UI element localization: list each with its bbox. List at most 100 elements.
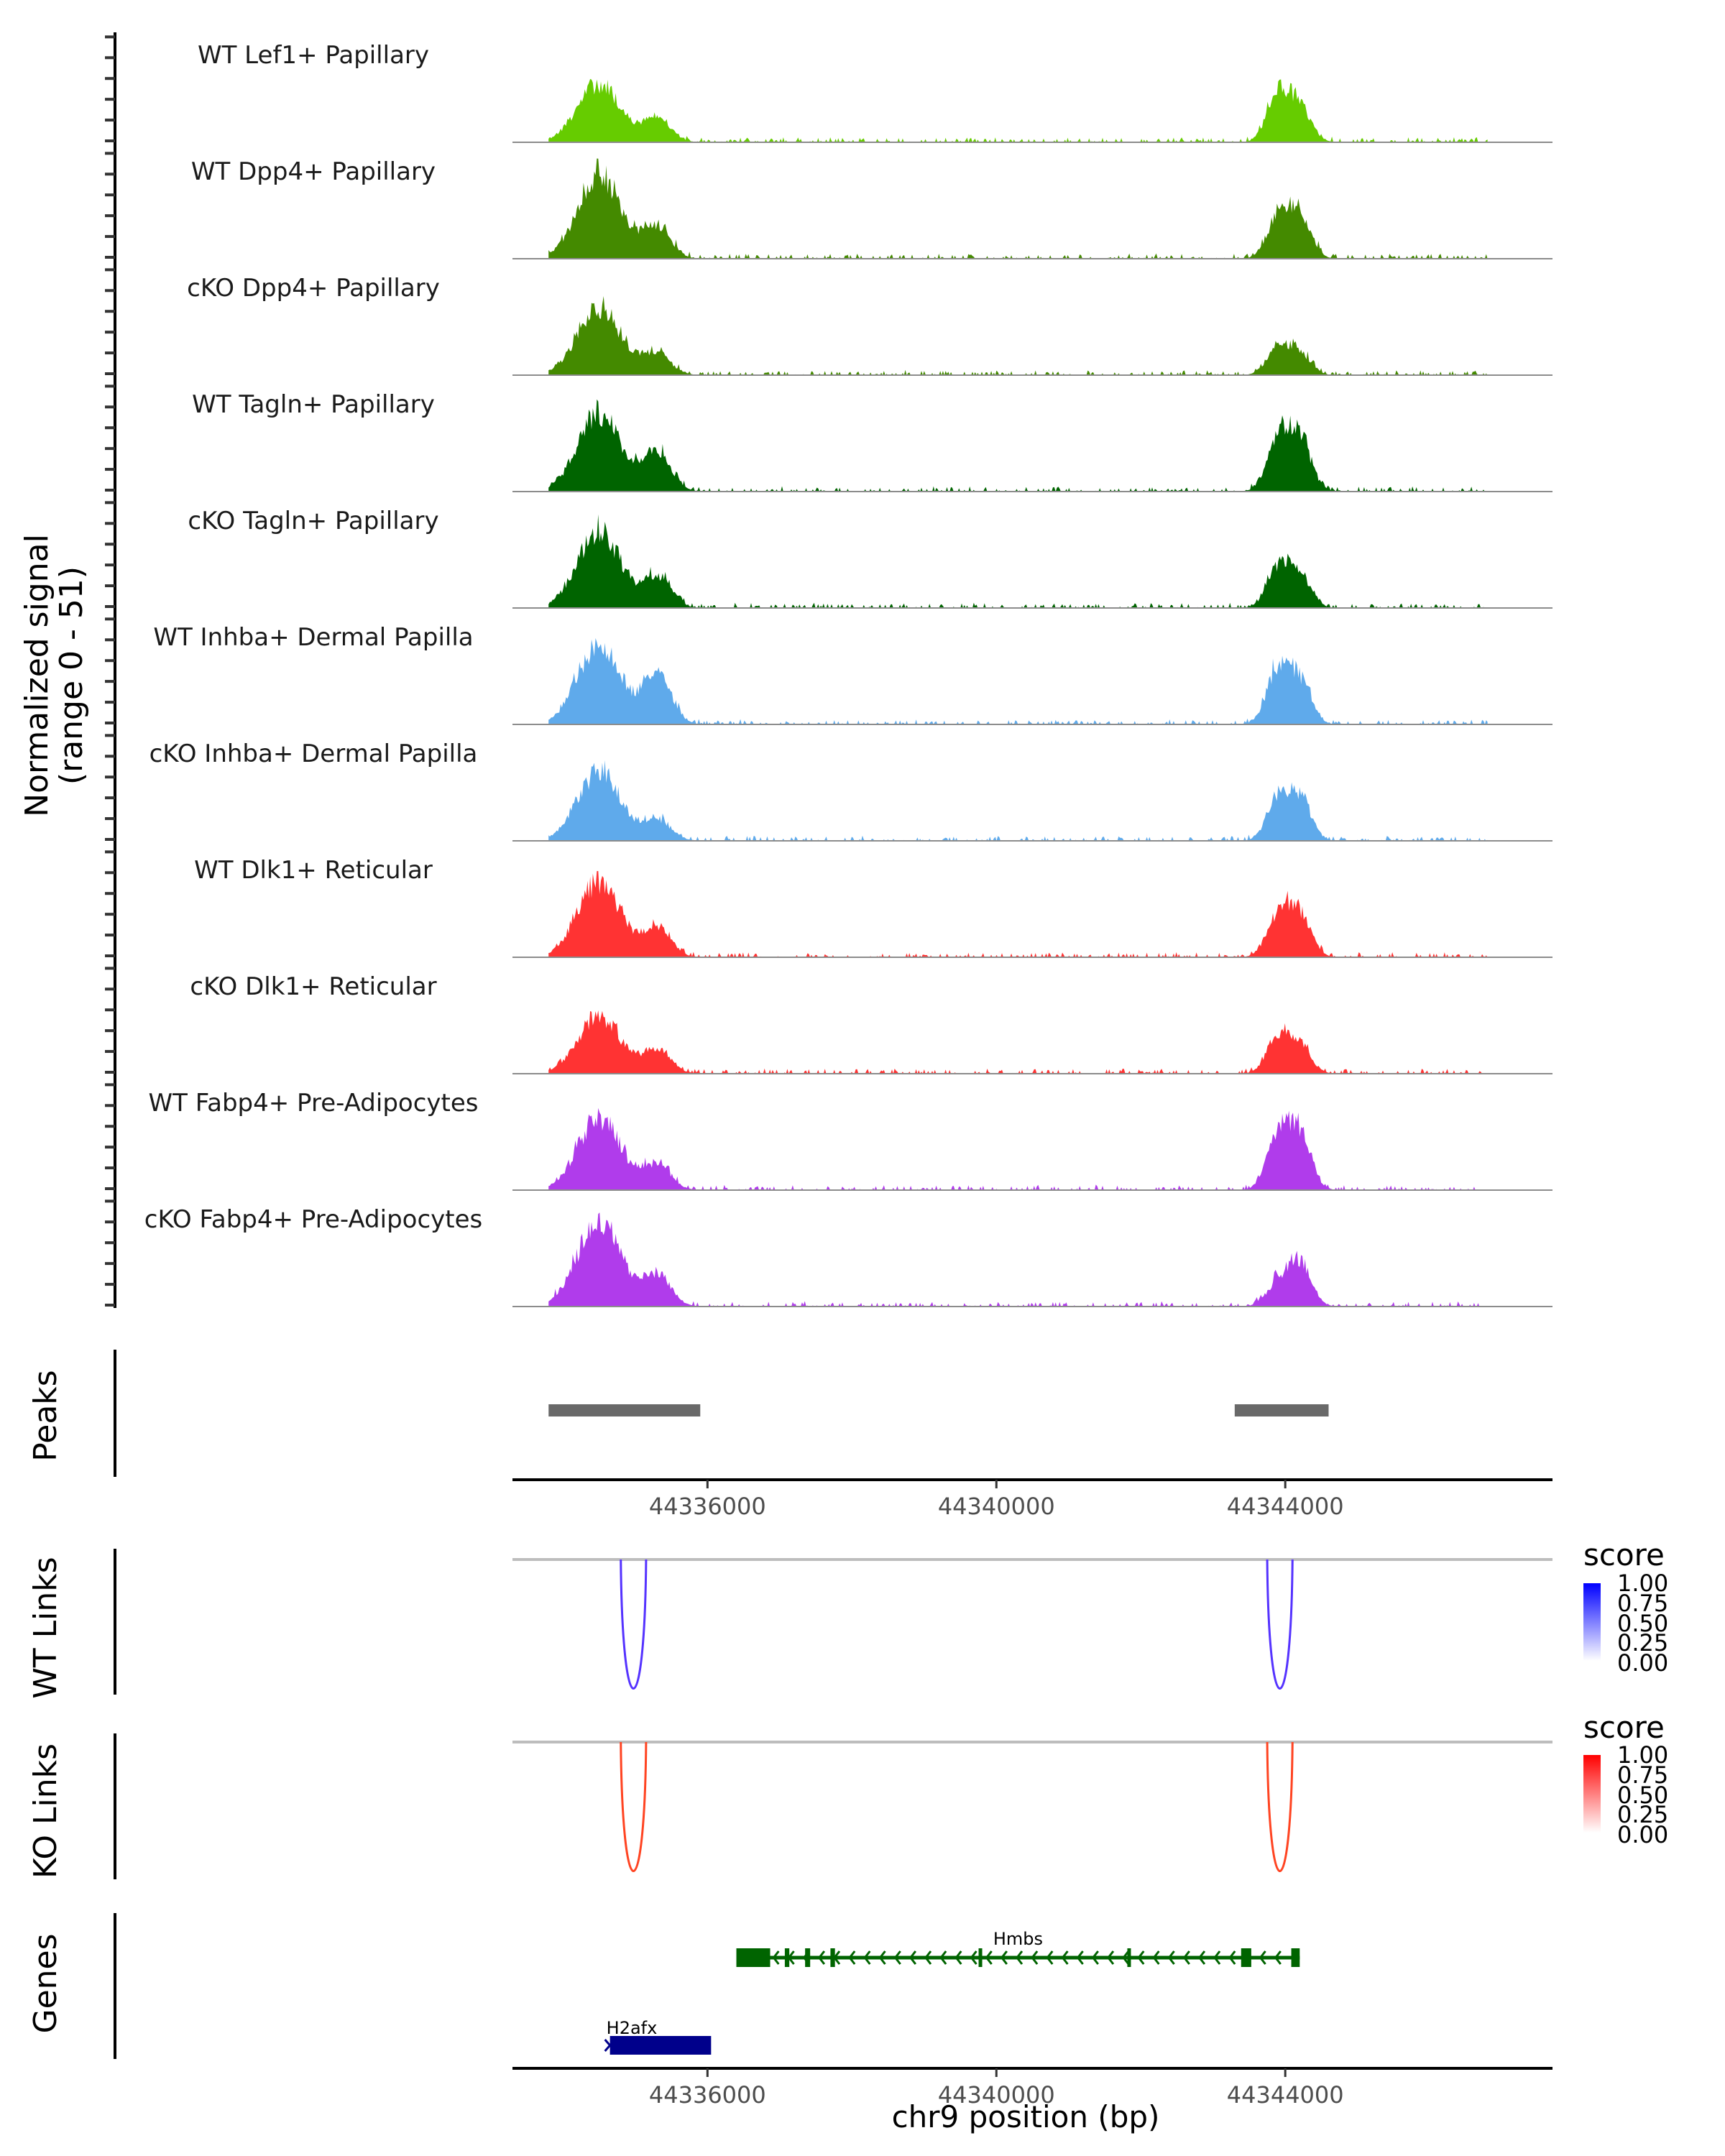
- gene-label: Hmbs: [993, 1929, 1043, 1949]
- gene-strand-arrow: [1182, 1950, 1190, 1965]
- ko-links-track-label: KO Links: [27, 1743, 64, 1879]
- gene-exon: [1127, 1948, 1131, 1967]
- ko-links-legend: score 1.00 0.75 0.50 0.25 0.00: [1583, 1710, 1668, 1848]
- wt-legend-colorbar: [1583, 1583, 1601, 1661]
- gene-exon: [978, 1948, 983, 1967]
- ko-legend-tick: 1.00: [1617, 1741, 1668, 1769]
- gene-strand-arrow: [908, 1950, 917, 1965]
- gene-strand-arrow: [1046, 1950, 1054, 1965]
- x-axis-bottom: 44336000 44340000 44344000: [512, 2067, 1552, 2109]
- x-axis-tick-label: 44340000: [938, 2081, 1055, 2109]
- gene-strand-arrow: [924, 1950, 932, 1965]
- coverage-area: [548, 514, 1488, 608]
- gene-strand-arrow: [1259, 1950, 1266, 1965]
- coverage-area: [548, 871, 1488, 957]
- coverage-area: [548, 1212, 1488, 1307]
- gene-strand-arrow: [772, 1950, 780, 1965]
- coverage-track-label: WT Lef1+ Papillary: [198, 41, 429, 70]
- gene-strand-arrow: [1152, 1950, 1160, 1965]
- wt-legend-tick: 0.75: [1617, 1590, 1668, 1617]
- coverage-ylabel-line2: (range 0 - 51): [53, 566, 90, 785]
- gene-strand-arrow: [1107, 1950, 1115, 1965]
- coverage-track-label: cKO Fabp4+ Pre-Adipocytes: [144, 1205, 483, 1234]
- gene-exon: [610, 2036, 712, 2055]
- gene-exon: [784, 1948, 790, 1967]
- wt-links-track: WT Links: [27, 1549, 116, 1699]
- coverage-area: [548, 1107, 1488, 1190]
- wt-links-legend: score 1.00 0.75 0.50 0.25 0.00: [1583, 1537, 1668, 1677]
- gene-strand-arrow: [1000, 1950, 1008, 1965]
- wt-legend-title: score: [1583, 1537, 1665, 1572]
- x-axis-tick-label: 44344000: [1227, 2081, 1344, 2109]
- gene-strand-arrow: [848, 1950, 856, 1965]
- coverage-track: WT Tagln+ Papillary: [192, 390, 1552, 492]
- gene-strand-arrow: [1243, 1950, 1251, 1965]
- x-axis-tick-label: 44336000: [649, 1493, 766, 1520]
- gene-strand-arrow: [1076, 1950, 1084, 1965]
- x-axis-tick-label: 44344000: [1227, 1493, 1344, 1520]
- gene-strand-arrow: [817, 1950, 826, 1965]
- coverage-area: [548, 1010, 1488, 1074]
- gene-strand-arrow: [1061, 1950, 1069, 1965]
- wt-legend-tick: 0.25: [1617, 1629, 1668, 1657]
- coverage-track: WT Inhba+ Dermal Papilla: [153, 623, 1552, 725]
- gene-strand-arrow: [604, 2039, 612, 2052]
- coverage-track: WT Fabp4+ Pre-Adipocytes: [149, 1089, 1552, 1191]
- gene-strand-arrow: [1031, 1950, 1039, 1965]
- gene-exon: [805, 1948, 811, 1967]
- gene-strand-arrow: [878, 1950, 886, 1965]
- peak-region: [1234, 1404, 1329, 1416]
- gene-strand-arrow: [1198, 1950, 1206, 1965]
- coverage-ylabel-line1: Normalized signal: [19, 534, 55, 817]
- gene-strand-arrow: [833, 1950, 841, 1965]
- wt-links-track-label: WT Links: [27, 1557, 64, 1698]
- ko-legend-title: score: [1583, 1710, 1665, 1745]
- gene-strand-arrow: [1274, 1950, 1282, 1965]
- wt-legend-tick: 0.50: [1617, 1610, 1668, 1637]
- link-arc: [1266, 1741, 1294, 1872]
- genes-track-label: Genes: [27, 1933, 64, 2033]
- gene-strand-arrow: [1167, 1950, 1175, 1965]
- coverage-y-axis-label: Normalized signal (range 0 - 51): [19, 534, 90, 817]
- link-arc: [620, 1741, 648, 1872]
- coverage-track-label: WT Dpp4+ Papillary: [191, 157, 436, 186]
- x-axis-tick-label: 44340000: [938, 1493, 1055, 1520]
- coverage-track-label: WT Fabp4+ Pre-Adipocytes: [149, 1089, 479, 1118]
- gene-strand-arrow: [1213, 1950, 1221, 1965]
- link-arc: [620, 1559, 648, 1690]
- coverage-track: cKO Dpp4+ Papillary: [187, 274, 1552, 376]
- coverage-track: WT Lef1+ Papillary: [198, 41, 1552, 143]
- peaks-track-label: Peaks: [27, 1370, 64, 1461]
- coverage-area: [548, 78, 1488, 142]
- coverage-track: cKO Inhba+ Dermal Papilla: [150, 740, 1552, 842]
- coverage-track: cKO Tagln+ Papillary: [188, 507, 1552, 609]
- gene-strand-arrow: [1122, 1950, 1130, 1965]
- coverage-track: cKO Fabp4+ Pre-Adipocytes: [144, 1205, 1552, 1307]
- coverage-track-label: cKO Tagln+ Papillary: [188, 507, 438, 535]
- x-axis-top: 44336000 44340000 44344000: [512, 1478, 1552, 1520]
- coverage-track-label: WT Inhba+ Dermal Papilla: [153, 623, 473, 652]
- ko-legend-tick: 0.50: [1617, 1782, 1668, 1809]
- coverage-area: [548, 296, 1488, 375]
- coverage-track-label: WT Dlk1+ Reticular: [194, 856, 433, 885]
- coverage-area: [548, 399, 1488, 492]
- gene-exon: [1291, 1948, 1300, 1967]
- gene-strand-arrow: [863, 1950, 871, 1965]
- gene-strand-arrow: [1228, 1950, 1236, 1965]
- ko-legend-tick: 0.25: [1617, 1801, 1668, 1828]
- coverage-area: [548, 158, 1488, 259]
- gene-strand-arrow: [787, 1950, 795, 1965]
- link-arc: [1266, 1559, 1294, 1690]
- gene-strand-arrow: [802, 1950, 810, 1965]
- coverage-area: [548, 637, 1488, 724]
- gene-strand-arrow: [954, 1950, 962, 1965]
- gene-strand-arrow: [939, 1950, 947, 1965]
- gene-strand-arrow: [1137, 1950, 1145, 1965]
- gene-strand-arrow: [970, 1950, 978, 1965]
- x-axis-tick-label: 44336000: [649, 2081, 766, 2109]
- coverage-track-label: WT Tagln+ Papillary: [192, 390, 435, 419]
- peak-region: [548, 1404, 701, 1416]
- ko-legend-tick: 0.00: [1617, 1821, 1668, 1848]
- coverage-track-label: cKO Dpp4+ Papillary: [187, 274, 440, 303]
